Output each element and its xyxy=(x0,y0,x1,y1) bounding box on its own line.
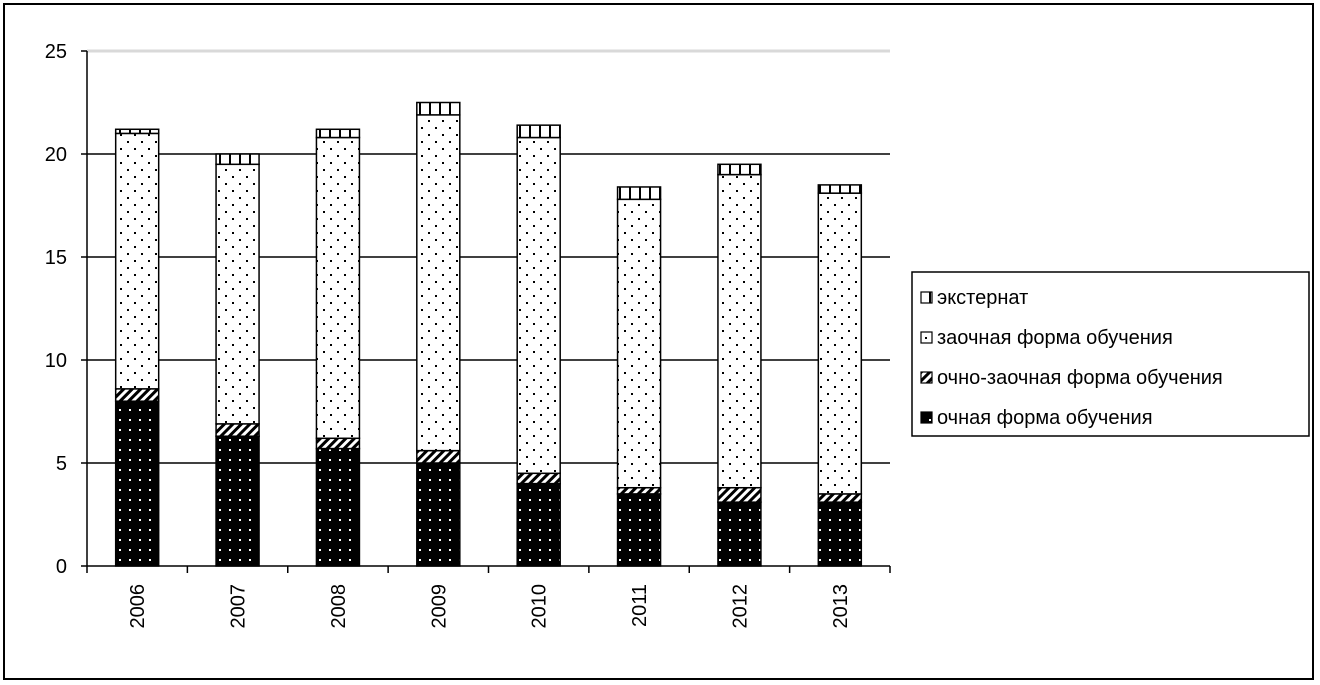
y-tick-label: 10 xyxy=(45,350,67,372)
legend-swatch xyxy=(920,371,933,384)
x-tick-label: 2012 xyxy=(729,584,751,629)
bar-segment xyxy=(114,128,160,135)
bar-segment xyxy=(215,153,260,166)
bar-segment xyxy=(114,400,160,567)
bar-segment xyxy=(315,128,361,139)
axes: 0 5 10 15 20 25 2006 2007 2008 2009 2010 2011 2012 20… xyxy=(45,41,891,629)
bar-segment xyxy=(616,186,662,201)
x-tick-label: 2007 xyxy=(228,584,250,629)
x-tick-label: 2008 xyxy=(328,584,350,629)
bar-segment xyxy=(616,493,662,567)
bars xyxy=(114,101,863,567)
bar-segment xyxy=(315,447,361,567)
bar-segment xyxy=(516,482,561,567)
bar-segment xyxy=(817,184,863,194)
y-tick-label: 15 xyxy=(45,247,67,269)
bar-segment xyxy=(215,163,260,425)
bar-segment xyxy=(315,136,361,440)
bar-segment xyxy=(416,449,461,464)
bar-segment xyxy=(717,173,762,489)
y-tick-label: 5 xyxy=(56,453,67,475)
bar-segment xyxy=(114,132,160,390)
y-tick-label: 20 xyxy=(45,144,67,166)
bar-segment xyxy=(616,198,662,489)
y-tick-label: 25 xyxy=(45,41,67,63)
bar-segment xyxy=(516,472,561,485)
x-tick-label: 2006 xyxy=(127,584,149,629)
bar-segment xyxy=(717,501,762,567)
y-tick-label: 0 xyxy=(56,556,67,578)
stacked-bar-chart: 0 5 10 15 20 25 2006 2007 2008 2009 2010 2011 2012 20… xyxy=(45,41,1310,629)
bar-segment xyxy=(215,435,260,567)
bar-segment xyxy=(416,101,461,116)
bar-segment xyxy=(315,437,361,450)
legend: экстернат заочная форма обучения очно-заоч… xyxy=(911,271,1310,437)
chart-frame: 0 5 10 15 20 25 2006 2007 2008 2009 2010 2011 2012 20… xyxy=(3,3,1314,680)
x-tick-label: 2011 xyxy=(629,584,651,627)
legend-label: заочная форма обучения xyxy=(937,327,1173,349)
bar-segment xyxy=(114,388,160,402)
legend-swatch xyxy=(920,331,933,344)
bar-segment xyxy=(416,114,461,452)
legend-label: очно-заочная форма обучения xyxy=(937,367,1223,389)
bar-segment xyxy=(516,136,561,475)
legend-box xyxy=(911,271,1310,437)
bar-segment xyxy=(516,124,561,139)
legend-swatch xyxy=(920,411,933,424)
bar-segment xyxy=(817,192,863,495)
x-tick-label: 2013 xyxy=(830,584,852,629)
legend-swatch xyxy=(920,291,933,304)
legend-label: экстернат xyxy=(937,287,1028,309)
bar-segment xyxy=(717,486,762,503)
bar-segment xyxy=(817,493,863,503)
x-tick-label: 2009 xyxy=(428,584,450,629)
bar-segment xyxy=(215,423,260,437)
gridlines xyxy=(87,49,890,464)
bar-segment xyxy=(717,163,762,176)
bar-segment xyxy=(616,486,662,495)
bar-segment xyxy=(416,462,461,567)
legend-label: очная форма обучения xyxy=(937,407,1153,429)
bar-segment xyxy=(817,501,863,567)
x-tick-label: 2010 xyxy=(529,584,551,629)
